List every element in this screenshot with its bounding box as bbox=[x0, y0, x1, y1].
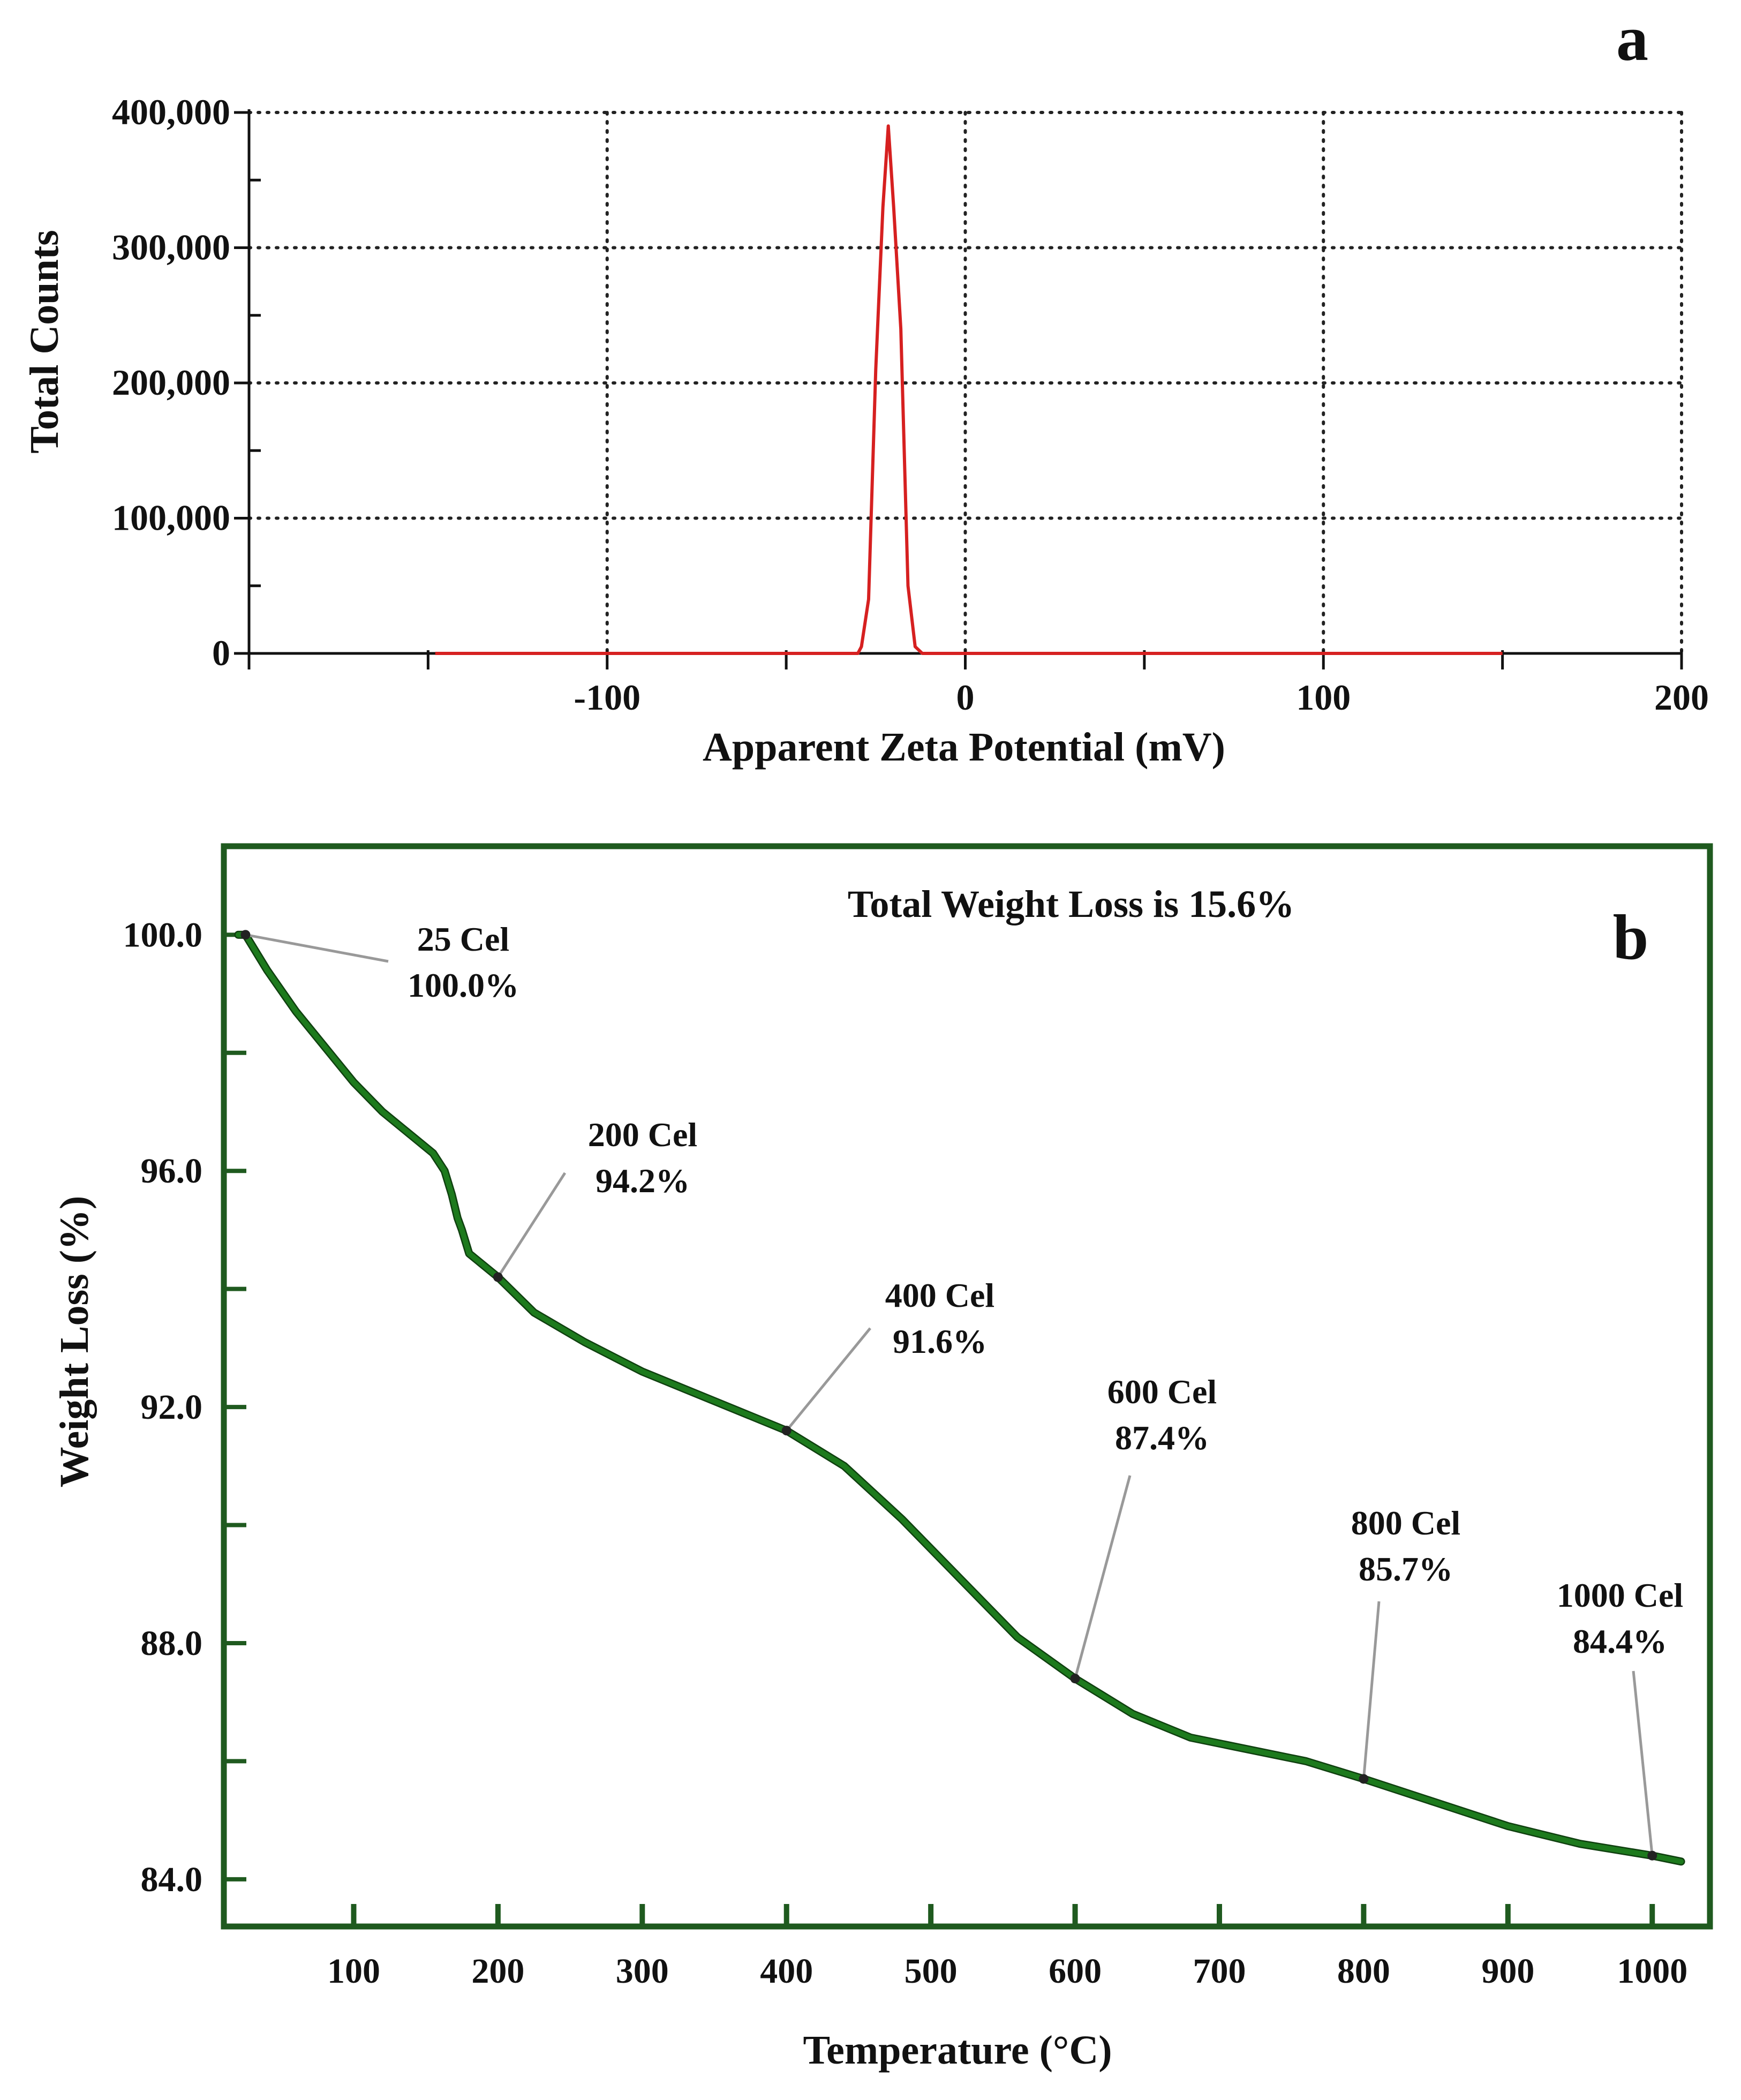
series-line bbox=[435, 124, 1503, 655]
y-tick-label: 100.0 bbox=[123, 915, 203, 954]
x-tick-label: 200 bbox=[471, 1952, 524, 1991]
y-tick-label: 400,000 bbox=[112, 92, 230, 132]
x-tick-label: 800 bbox=[1337, 1952, 1390, 1991]
leader-line bbox=[785, 1327, 871, 1432]
leader-line bbox=[1074, 1475, 1132, 1679]
y-tick-label: 88.0 bbox=[141, 1624, 203, 1663]
x-tick-label: 500 bbox=[905, 1952, 958, 1991]
y-tick-label: 300,000 bbox=[112, 227, 230, 268]
y-tick-label: 84.0 bbox=[141, 1860, 203, 1899]
tick-labels: 100 200 300 400 500 600 700 800 900 1000 84.0 88.0 9… bbox=[123, 915, 1688, 1991]
x-tick-label: 300 bbox=[616, 1952, 669, 1991]
x-tick-label: 700 bbox=[1193, 1952, 1246, 1991]
x-tick-label: -100 bbox=[574, 677, 640, 718]
x-tick-label: 200 bbox=[1654, 677, 1709, 718]
tga-chart: 100 200 300 400 500 600 700 800 900 1000 84.0 88.0 9… bbox=[52, 843, 1713, 2073]
series bbox=[234, 930, 1685, 1866]
y-tick-label: 100,000 bbox=[112, 498, 230, 538]
annotation-percent: 94.2% bbox=[596, 1162, 690, 1200]
leader-line bbox=[1632, 1670, 1654, 1856]
annotation-percent: 91.6% bbox=[893, 1322, 987, 1360]
x-tick-label: 400 bbox=[760, 1952, 813, 1991]
chart-note: Total Weight Loss is 15.6% bbox=[848, 883, 1294, 925]
leader-line bbox=[496, 1172, 567, 1278]
annotation-percent: 85.7% bbox=[1359, 1550, 1453, 1588]
annotation-marker bbox=[240, 930, 251, 940]
annotation-temperature: 400 Cel bbox=[885, 1276, 994, 1314]
x-tick-label: 0 bbox=[956, 677, 975, 718]
annotation-marker bbox=[1070, 1674, 1080, 1684]
annotation-marker bbox=[1359, 1774, 1369, 1784]
x-tick-label: 100 bbox=[1296, 677, 1351, 718]
x-axis-title: Apparent Zeta Potential (mV) bbox=[703, 725, 1225, 770]
panel-label-a: a bbox=[1616, 3, 1648, 74]
x-tick-label: 900 bbox=[1481, 1952, 1534, 1991]
series bbox=[435, 124, 1503, 655]
annotation-marker bbox=[1647, 1850, 1657, 1861]
annotation-marker bbox=[493, 1272, 503, 1282]
axes bbox=[224, 932, 1655, 1926]
annotation-marker bbox=[781, 1426, 792, 1436]
series-outline bbox=[234, 930, 1685, 1866]
y-tick-label: 92.0 bbox=[141, 1388, 203, 1427]
y-tick-label: 96.0 bbox=[141, 1151, 203, 1191]
annotation-percent: 87.4% bbox=[1115, 1419, 1209, 1457]
tick-labels: -100 0 100 200 0 100,000 200,000 300,000 400,000 bbox=[112, 92, 1709, 718]
annotation-percent: 100.0% bbox=[408, 966, 519, 1004]
x-tick-label: 100 bbox=[327, 1952, 380, 1991]
annotation-percent: 84.4% bbox=[1573, 1622, 1667, 1660]
annotation-temperature: 200 Cel bbox=[588, 1116, 697, 1154]
y-axis-title: Weight Loss (%) bbox=[52, 1196, 97, 1488]
y-tick-label: 200,000 bbox=[112, 362, 230, 403]
annotation-temperature: 600 Cel bbox=[1107, 1373, 1217, 1411]
plot-frame bbox=[221, 843, 1713, 1930]
y-axis-title: Total Counts bbox=[22, 230, 67, 453]
annotation-temperature: 800 Cel bbox=[1351, 1504, 1460, 1542]
x-tick-label: 600 bbox=[1049, 1952, 1102, 1991]
annotations: 25 Cel 100.0% 200 Cel 94.2% 400 Cel 91.6% 600 … bbox=[240, 920, 1683, 1861]
leader-line bbox=[245, 933, 389, 963]
y-tick-label: 0 bbox=[212, 633, 230, 673]
axes bbox=[234, 109, 1683, 669]
x-axis-title: Temperature (°C) bbox=[803, 2028, 1112, 2073]
annotation-temperature: 1000 Cel bbox=[1557, 1576, 1683, 1614]
zeta-potential-chart: -100 0 100 200 0 100,000 200,000 300,000 400,000… bbox=[22, 3, 1709, 770]
series-line bbox=[235, 932, 1684, 1864]
leader-line bbox=[1362, 1601, 1381, 1779]
annotation-temperature: 25 Cel bbox=[417, 920, 509, 958]
grid bbox=[247, 111, 1683, 655]
x-tick-label: 1000 bbox=[1617, 1952, 1687, 1991]
panel-label-b: b bbox=[1613, 901, 1649, 973]
